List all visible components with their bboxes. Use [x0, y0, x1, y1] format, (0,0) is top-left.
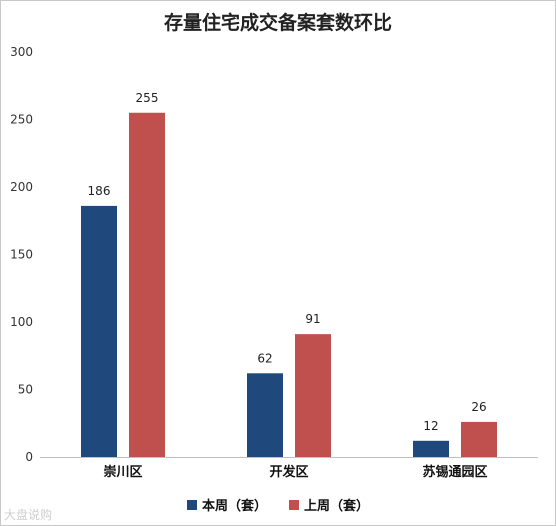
y-tick-label: 0: [25, 450, 33, 464]
bar: [129, 112, 165, 457]
y-tick-label: 200: [10, 180, 33, 194]
bar: [461, 421, 497, 457]
data-label: 91: [305, 312, 320, 326]
legend: 本周（套） 上周（套）: [0, 495, 556, 514]
x-category-label: 崇川区: [103, 464, 142, 480]
y-tick-label: 50: [18, 383, 33, 397]
y-tick-label: 300: [10, 45, 33, 59]
y-tick-label: 100: [10, 315, 33, 329]
bar: [413, 440, 449, 457]
data-label: 26: [471, 400, 486, 414]
data-label: 62: [257, 351, 272, 365]
legend-swatch-last-week: [289, 499, 299, 510]
data-label: 12: [423, 419, 438, 433]
data-label: 186: [88, 184, 111, 198]
legend-label-this-week: 本周（套）: [201, 499, 267, 514]
chart-title: 存量住宅成交备案套数环比: [163, 12, 392, 34]
y-tick-label: 150: [10, 248, 33, 262]
y-tick-label: 250: [10, 113, 33, 127]
watermark-logo: 大盘说购: [4, 508, 53, 522]
x-category-label: 苏锡通园区: [422, 464, 487, 480]
bar: [247, 373, 283, 457]
legend-swatch-this-week: [186, 499, 197, 510]
bar: [81, 205, 117, 457]
data-label: 255: [136, 91, 159, 105]
legend-label-last-week: 上周（套）: [304, 499, 370, 514]
legend-item-last-week: 上周（套）: [289, 495, 369, 514]
x-category-label: 开发区: [269, 464, 308, 480]
legend-item-this-week: 本周（套）: [186, 495, 267, 514]
bar: [295, 334, 331, 457]
